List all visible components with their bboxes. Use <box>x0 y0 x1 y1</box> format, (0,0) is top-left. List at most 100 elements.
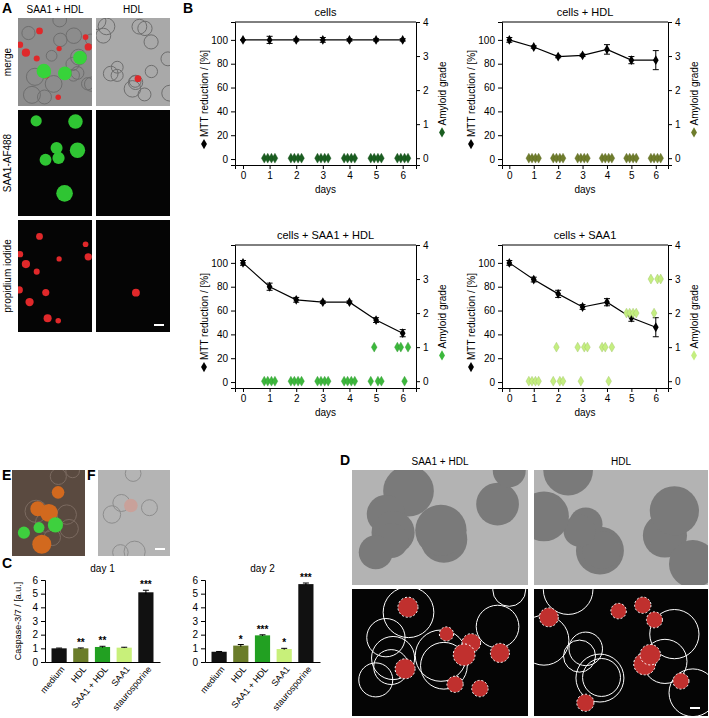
error-bar <box>121 647 127 649</box>
tick-label: 80 <box>484 281 496 292</box>
cell <box>56 185 73 202</box>
tick-label: 4 <box>192 602 198 613</box>
tick-mark <box>668 158 672 159</box>
tick: 4 <box>605 388 611 404</box>
point <box>531 275 537 285</box>
tick: 1 <box>32 643 45 654</box>
cell <box>71 67 84 80</box>
tick: 6 <box>400 165 406 181</box>
y-axis: 020406080100 <box>211 246 235 389</box>
tick: HDL <box>229 662 248 685</box>
tick: 40 <box>217 106 235 117</box>
tick: 1 <box>192 643 205 654</box>
tick-mark <box>534 388 535 392</box>
tick-label: 20 <box>217 130 229 141</box>
tick-label: 3 <box>423 274 429 285</box>
micrograph <box>352 573 528 716</box>
cell <box>22 49 30 57</box>
tick-label: 4 <box>675 240 681 251</box>
cell <box>50 470 66 484</box>
axis-title-marker <box>691 350 697 360</box>
tick-mark <box>534 165 535 169</box>
cell <box>34 522 45 533</box>
point <box>550 376 556 386</box>
panel-label: C <box>2 555 12 571</box>
micrograph <box>89 12 178 106</box>
cell <box>83 34 89 40</box>
tick-mark <box>41 607 45 608</box>
point <box>240 35 246 45</box>
cell <box>66 28 82 44</box>
tick-mark <box>416 56 420 57</box>
cell <box>25 298 33 306</box>
cell <box>83 241 89 247</box>
axis-title: Amyloid grade <box>689 61 700 125</box>
tick: staurosporine <box>271 662 314 712</box>
tick-label: 5 <box>374 393 380 404</box>
y2-axis: 01234 <box>668 17 681 166</box>
axis-line <box>669 246 673 389</box>
tick: 4 <box>192 602 205 613</box>
tick-label: 3 <box>675 274 681 285</box>
y-axis: 0123456 <box>32 575 45 668</box>
tick: 80 <box>484 58 502 69</box>
tick-label: 3 <box>580 170 586 181</box>
error-bar <box>260 635 266 636</box>
cell <box>34 269 40 275</box>
cell <box>38 90 52 104</box>
cell <box>493 470 526 487</box>
tick-mark <box>403 388 404 392</box>
tick-mark <box>201 594 205 595</box>
chart-title: cells <box>314 6 337 18</box>
cell <box>453 644 475 666</box>
cell <box>71 49 87 65</box>
tick-mark <box>323 165 324 169</box>
error-bar <box>653 318 659 337</box>
tick-mark <box>607 388 608 392</box>
cell <box>611 603 627 619</box>
tick-mark <box>656 165 657 169</box>
tick-mark <box>231 263 235 264</box>
point <box>658 274 664 284</box>
tick-label: 60 <box>217 305 229 316</box>
image-background <box>18 110 92 216</box>
tick-label: 6 <box>400 170 406 181</box>
axis-line <box>236 166 417 170</box>
tick: 1 <box>416 342 429 353</box>
tick: 0 <box>241 388 247 404</box>
tick-mark <box>231 358 235 359</box>
significance-label: *** <box>140 579 152 590</box>
tick: 6 <box>192 575 205 586</box>
x-axis: 0123456 <box>503 165 669 181</box>
image-background <box>98 470 170 556</box>
point <box>267 35 273 45</box>
cell <box>138 88 151 101</box>
tick-label: medium <box>198 664 226 695</box>
tick-mark <box>41 594 45 595</box>
tick-label: 60 <box>484 305 496 316</box>
tick: 1 <box>668 119 681 130</box>
tick: 0 <box>222 154 235 165</box>
cell <box>577 694 594 711</box>
tick-label: 100 <box>211 35 228 46</box>
panel-label: E <box>2 467 11 483</box>
row-header: SAA1-AF488 <box>2 133 13 192</box>
tick: 4 <box>347 388 353 404</box>
cell <box>493 589 526 606</box>
tick: 6 <box>654 388 660 404</box>
tick-mark <box>231 135 235 136</box>
y2-axis: 01234 <box>416 240 429 389</box>
tick: 2 <box>416 308 429 319</box>
axis-title: MTT reduction / [%] <box>466 50 477 137</box>
tick-label: 5 <box>629 393 635 404</box>
axis-title: Amyloid grade <box>689 284 700 348</box>
cell <box>36 233 43 240</box>
error-bar-cap <box>653 69 659 70</box>
axis-title: Caspase-3/7 / [a.u.] <box>13 582 23 661</box>
tick: 0 <box>241 165 247 181</box>
tick-label: 4 <box>675 17 681 28</box>
tick-label: 0 <box>241 170 247 181</box>
tick-mark <box>41 580 45 581</box>
tick: 3 <box>416 51 429 62</box>
error-bar <box>56 648 62 650</box>
